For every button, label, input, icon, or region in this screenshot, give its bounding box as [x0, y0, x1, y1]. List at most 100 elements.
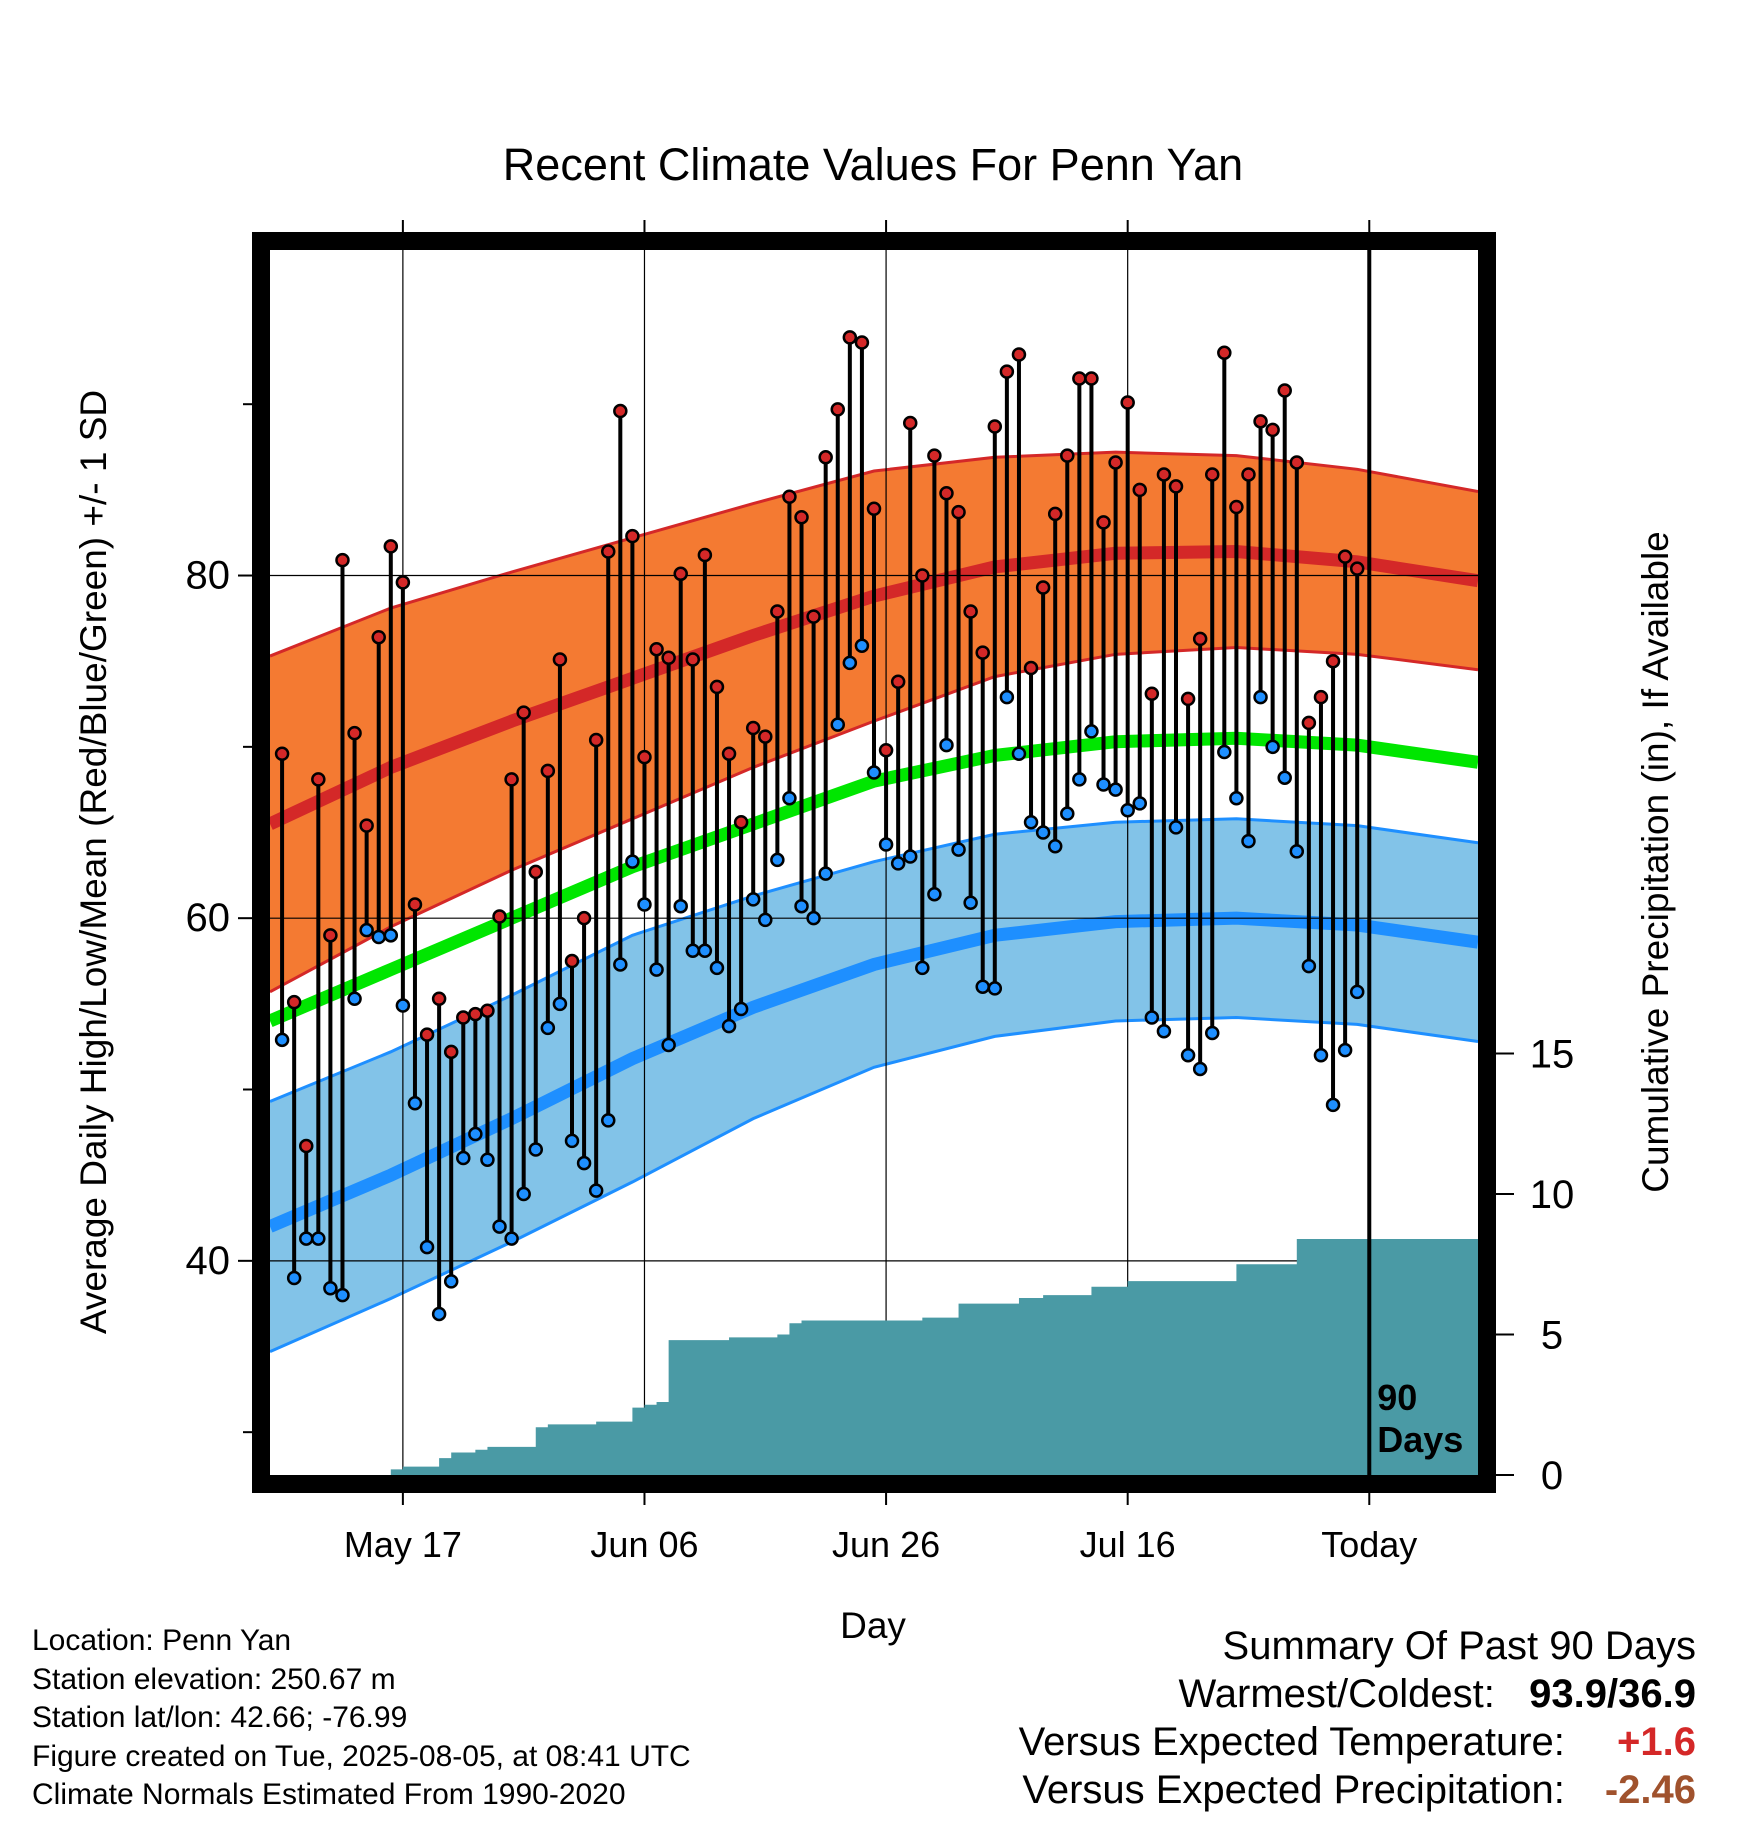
daily-high-point	[697, 547, 713, 563]
daily-low-point	[806, 910, 821, 926]
daily-high-point	[685, 652, 701, 667]
lat-lon-text: Station lat/lon: 42.66; -76.99	[32, 1701, 408, 1734]
daily-low-point	[1192, 1061, 1208, 1077]
daily-low-point	[1289, 844, 1305, 859]
daily-high-point	[1156, 467, 1172, 482]
plot-area: 90 Days	[270, 250, 1478, 1475]
daily-low-point	[407, 1095, 423, 1111]
daily-high-point	[516, 705, 531, 720]
daily-low-point	[588, 1183, 604, 1198]
daily-high-point	[1168, 479, 1184, 494]
daily-low-point	[782, 791, 797, 806]
daily-low-point	[758, 912, 773, 928]
summary-panel: Summary Of Past 90 Days Warmest/Coldest:…	[1019, 1622, 1696, 1814]
daily-low-point	[311, 1231, 326, 1246]
daily-high-point	[1204, 467, 1220, 482]
daily-high-point	[1325, 653, 1341, 669]
daily-high-point	[1289, 455, 1305, 470]
daily-low-point	[613, 957, 628, 972]
daily-low-point	[915, 960, 930, 976]
precipitation-area	[270, 1238, 1478, 1475]
summary-precip-row: Versus Expected Precipitation: -2.46	[1019, 1766, 1696, 1814]
normal-mean-line	[270, 731, 1478, 1027]
daily-low-point	[1277, 770, 1292, 785]
daily-high-point	[540, 763, 556, 779]
daily-low-point	[504, 1231, 519, 1246]
daily-high-point	[830, 402, 846, 417]
x-tick-label: Jun 06	[590, 1524, 698, 1565]
daily-high-point	[286, 994, 302, 1010]
daily-high-point	[1144, 686, 1160, 701]
daily-high-point	[564, 953, 580, 969]
daily-low-point	[274, 1032, 290, 1048]
daily-low-point	[443, 1274, 459, 1289]
daily-high-point	[782, 489, 797, 504]
daily-high-point	[456, 1010, 471, 1025]
daily-high-point	[890, 674, 906, 689]
daily-high-point	[1120, 395, 1135, 410]
daily-high-point	[552, 652, 568, 667]
daily-low-point	[431, 1306, 447, 1322]
daily-low-point	[951, 842, 966, 857]
daily-high-point	[649, 641, 664, 657]
daily-high-point	[1047, 506, 1063, 522]
daily-low-point	[516, 1186, 531, 1202]
today-days-label-line: 90	[1377, 1377, 1417, 1418]
daily-high-point	[939, 486, 954, 501]
daily-low-point	[673, 898, 688, 914]
daily-low-point	[1265, 739, 1280, 755]
daily-low-point	[1035, 825, 1051, 840]
daily-high-point	[1349, 561, 1365, 576]
created-text: Figure created on Tue, 2025-08-05, at 08…	[32, 1739, 691, 1773]
daily-high-point	[383, 539, 399, 554]
low-sd-band	[270, 818, 1478, 1352]
daily-low-point	[286, 1270, 302, 1286]
daily-low-point	[1072, 772, 1087, 787]
daily-high-point	[733, 814, 749, 830]
daily-low-point	[456, 1150, 471, 1166]
precip-label: Versus Expected Precipitation:	[1022, 1768, 1565, 1812]
daily-low-point	[347, 991, 362, 1006]
daily-high-point	[1192, 631, 1208, 647]
right-tick-label: 0	[1541, 1454, 1563, 1498]
daily-high-point	[794, 510, 809, 525]
daily-high-point	[999, 364, 1015, 379]
daily-low-point	[927, 886, 942, 902]
daily-high-point	[371, 629, 386, 645]
daily-high-point	[987, 419, 1003, 434]
summary-warm-cold-row: Warmest/Coldest: 93.9/36.9	[1019, 1670, 1697, 1718]
daily-high-point	[818, 450, 833, 465]
daily-low-point	[492, 1219, 507, 1234]
daily-high-point	[963, 604, 978, 619]
x-tick-label: Today	[1321, 1524, 1417, 1565]
daily-low-point	[697, 943, 713, 958]
daily-low-point	[963, 895, 978, 911]
daily-high-point	[1180, 691, 1196, 707]
daily-low-point	[298, 1231, 314, 1246]
warm-cold-label: Warmest/Coldest:	[1178, 1672, 1495, 1716]
daily-high-point	[854, 335, 870, 350]
x-axis-label: Day	[840, 1605, 906, 1646]
daily-low-point	[383, 928, 399, 943]
daily-low-point	[625, 854, 640, 869]
daily-low-point	[1084, 724, 1099, 739]
temp-label: Versus Expected Temperature:	[1018, 1720, 1565, 1764]
daily-low-point	[1132, 796, 1148, 811]
daily-high-point	[274, 746, 290, 761]
left-tick-label: 80	[186, 554, 231, 598]
daily-low-point	[419, 1239, 435, 1255]
daily-high-point	[323, 928, 338, 943]
daily-high-point	[600, 544, 616, 559]
daily-high-point	[661, 650, 676, 666]
daily-high-point	[1277, 383, 1292, 398]
daily-low-point	[842, 655, 858, 671]
summary-temp-row: Versus Expected Temperature: +1.6	[1019, 1718, 1696, 1766]
daily-high-point	[492, 909, 507, 924]
daily-low-point	[540, 1020, 556, 1036]
x-tick-label: Jul 16	[1080, 1524, 1176, 1565]
daily-low-point	[1120, 802, 1135, 818]
daily-low-point	[323, 1281, 338, 1296]
daily-high-point	[1217, 345, 1232, 361]
daily-high-point	[1011, 347, 1027, 362]
daily-low-point	[685, 943, 701, 958]
